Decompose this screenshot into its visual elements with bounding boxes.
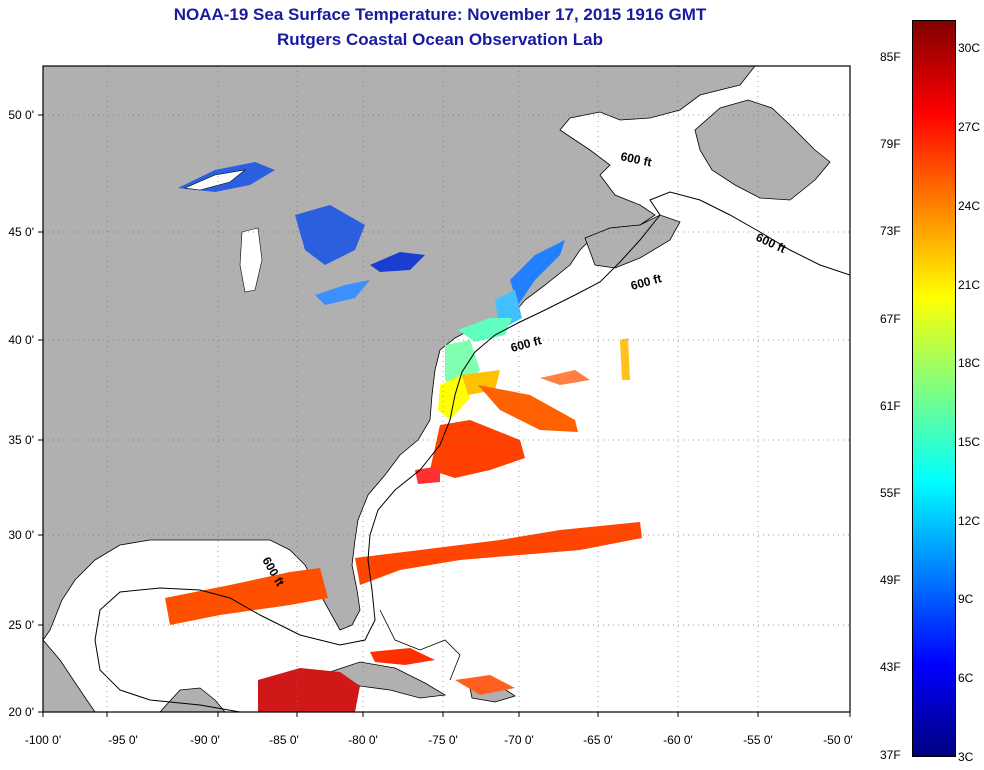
c-label: 6C [958, 671, 974, 685]
lon-label: -50 0' [823, 733, 853, 747]
lon-label: -100 0' [25, 733, 61, 747]
lon-label: -55 0' [743, 733, 773, 747]
lat-label: 30 0' [8, 528, 34, 542]
f-label: 61F [880, 399, 901, 413]
f-label: 73F [880, 224, 901, 238]
c-label: 24C [958, 199, 981, 213]
lat-label: 20 0' [8, 705, 34, 719]
f-label: 37F [880, 748, 901, 762]
longitude-labels: -100 0' -95 0' -90 0' -85 0' -80 0' -75 … [25, 733, 853, 747]
depth-contour-600ft [94, 191, 850, 712]
lon-label: -90 0' [190, 733, 220, 747]
f-label: 67F [880, 312, 901, 326]
nova-scotia-land [584, 214, 681, 269]
f-label: 55F [880, 486, 901, 500]
depth-contour-gulf [379, 609, 461, 681]
lon-label: -85 0' [269, 733, 299, 747]
map-frame [42, 65, 851, 713]
f-label: 49F [880, 573, 901, 587]
lat-label: 45 0' [8, 225, 34, 239]
lon-label: -80 0' [348, 733, 378, 747]
f-label: 85F [880, 50, 901, 64]
c-label: 12C [958, 514, 981, 528]
temperature-colorbar [912, 20, 956, 757]
cuba-land [328, 661, 447, 699]
lon-label: -75 0' [428, 733, 458, 747]
c-label: 3C [958, 750, 974, 764]
yucatan-land [159, 687, 226, 712]
sst-data [165, 240, 642, 712]
c-label: 15C [958, 435, 981, 449]
lat-label: 50 0' [8, 108, 34, 122]
lon-label: -60 0' [663, 733, 693, 747]
f-label: 79F [880, 137, 901, 151]
latitude-labels: 50 0' 45 0' 40 0' 35 0' 30 0' 25 0' 20 0… [8, 108, 34, 719]
great-lakes [178, 162, 425, 305]
c-label: 30C [958, 41, 981, 55]
c-label: 27C [958, 120, 981, 134]
c-label: 18C [958, 356, 981, 370]
map-title: NOAA-19 Sea Surface Temperature: Novembe… [173, 5, 707, 24]
lon-label: -95 0' [108, 733, 138, 747]
axis-ticks [38, 114, 851, 717]
lat-label: 25 0' [8, 618, 34, 632]
contour-label-gulf-stlawrence: 600 ft [619, 149, 653, 169]
lat-label: 35 0' [8, 433, 34, 447]
lon-label: -70 0' [504, 733, 534, 747]
north-america-land [43, 66, 756, 641]
newfoundland-land [694, 99, 831, 201]
mexico-land [43, 639, 96, 712]
f-label: 43F [880, 660, 901, 674]
c-label: 9C [958, 592, 974, 606]
lat-label: 40 0' [8, 333, 34, 347]
c-label: 21C [958, 278, 981, 292]
lon-label: -65 0' [583, 733, 613, 747]
map-subtitle: Rutgers Coastal Ocean Observation Lab [277, 30, 603, 49]
